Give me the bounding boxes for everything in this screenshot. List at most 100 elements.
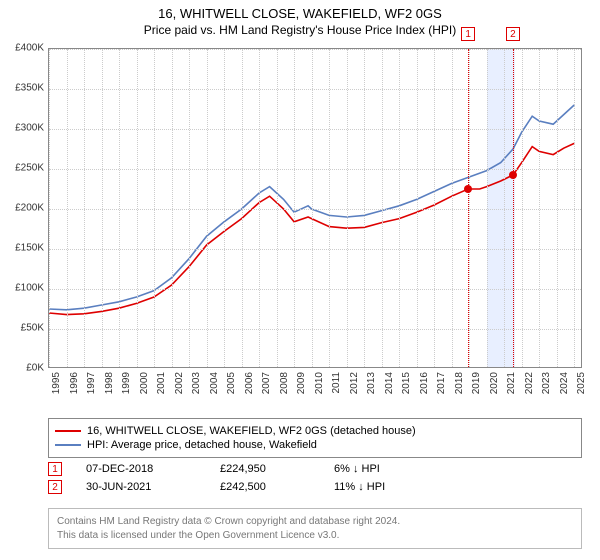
xtick-label: 1998 xyxy=(104,372,115,394)
plot-container: 12 1995199619971998199920002001200220032… xyxy=(48,48,582,368)
xtick-label: 2024 xyxy=(559,372,570,394)
gridline-v xyxy=(102,49,103,367)
gridline-h xyxy=(49,209,581,210)
xtick-label: 2021 xyxy=(506,372,517,394)
xtick-label: 2012 xyxy=(349,372,360,394)
xtick-label: 2006 xyxy=(244,372,255,394)
sale-marker-box: 1 xyxy=(48,462,62,476)
footer-attribution: Contains HM Land Registry data © Crown c… xyxy=(48,508,582,549)
xtick-label: 2020 xyxy=(489,372,500,394)
gridline-v xyxy=(259,49,260,367)
gridline-v xyxy=(84,49,85,367)
xtick-label: 2017 xyxy=(436,372,447,394)
gridline-v xyxy=(312,49,313,367)
chart-title: 16, WHITWELL CLOSE, WAKEFIELD, WF2 0GS xyxy=(0,6,600,21)
xtick-label: 2007 xyxy=(261,372,272,394)
xtick-label: 2004 xyxy=(209,372,220,394)
gridline-h xyxy=(49,329,581,330)
xtick-label: 2005 xyxy=(226,372,237,394)
gridline-v xyxy=(382,49,383,367)
gridline-v xyxy=(522,49,523,367)
gridline-v xyxy=(277,49,278,367)
sale-rows: 1 07-DEC-2018 £224,950 6% ↓ HPI 2 30-JUN… xyxy=(48,458,582,498)
xtick-label: 1997 xyxy=(86,372,97,394)
xtick-label: 2015 xyxy=(401,372,412,394)
sale-date: 30-JUN-2021 xyxy=(86,481,196,493)
gridline-v xyxy=(189,49,190,367)
gridline-v xyxy=(207,49,208,367)
gridline-v xyxy=(574,49,575,367)
ytick-label: £400K xyxy=(0,43,44,54)
xtick-label: 2011 xyxy=(331,372,342,394)
ytick-label: £100K xyxy=(0,283,44,294)
sale-marker-box: 2 xyxy=(48,480,62,494)
sale-marker-label: 2 xyxy=(506,27,520,41)
sale-dot xyxy=(509,171,517,179)
legend-label: 16, WHITWELL CLOSE, WAKEFIELD, WF2 0GS (… xyxy=(87,425,416,437)
footer-line: Contains HM Land Registry data © Crown c… xyxy=(57,515,573,529)
xtick-label: 2009 xyxy=(296,372,307,394)
sale-delta: 11% ↓ HPI xyxy=(334,481,385,493)
gridline-v xyxy=(399,49,400,367)
gridline-v xyxy=(67,49,68,367)
gridline-v xyxy=(434,49,435,367)
gridline-v xyxy=(119,49,120,367)
sale-price: £242,500 xyxy=(220,481,310,493)
xtick-label: 2003 xyxy=(191,372,202,394)
gridline-h xyxy=(49,249,581,250)
xtick-label: 2016 xyxy=(419,372,430,394)
xtick-label: 2008 xyxy=(279,372,290,394)
ytick-label: £50K xyxy=(0,323,44,334)
gridline-h xyxy=(49,289,581,290)
gridline-v xyxy=(224,49,225,367)
xtick-label: 2022 xyxy=(524,372,535,394)
sale-row: 1 07-DEC-2018 £224,950 6% ↓ HPI xyxy=(48,462,582,476)
xtick-label: 2025 xyxy=(576,372,587,394)
sale-date: 07-DEC-2018 xyxy=(86,463,196,475)
sale-vline xyxy=(468,49,469,367)
gridline-h xyxy=(49,129,581,130)
sale-dot xyxy=(464,185,472,193)
xtick-label: 1995 xyxy=(51,372,62,394)
gridline-v xyxy=(557,49,558,367)
gridline-v xyxy=(539,49,540,367)
gridline-v xyxy=(137,49,138,367)
sale-delta: 6% ↓ HPI xyxy=(334,463,380,475)
sale-price: £224,950 xyxy=(220,463,310,475)
xtick-label: 1999 xyxy=(121,372,132,394)
sale-marker-label: 1 xyxy=(461,27,475,41)
legend-swatch xyxy=(55,430,81,432)
legend-label: HPI: Average price, detached house, Wake… xyxy=(87,439,317,451)
gridline-v xyxy=(49,49,50,367)
xtick-label: 2002 xyxy=(174,372,185,394)
xtick-label: 2000 xyxy=(139,372,150,394)
xtick-label: 2018 xyxy=(454,372,465,394)
gridline-v xyxy=(347,49,348,367)
ytick-label: £250K xyxy=(0,163,44,174)
legend-row: HPI: Average price, detached house, Wake… xyxy=(55,439,575,451)
footer-line: This data is licensed under the Open Gov… xyxy=(57,529,573,543)
gridline-v xyxy=(417,49,418,367)
xtick-label: 2023 xyxy=(541,372,552,394)
gridline-v xyxy=(172,49,173,367)
xtick-label: 2010 xyxy=(314,372,325,394)
legend-swatch xyxy=(55,444,81,446)
gridline-h xyxy=(49,169,581,170)
xtick-label: 1996 xyxy=(69,372,80,394)
ytick-label: £200K xyxy=(0,203,44,214)
gridline-h xyxy=(49,89,581,90)
sale-vline xyxy=(513,49,514,367)
gridline-v xyxy=(504,49,505,367)
ytick-label: £150K xyxy=(0,243,44,254)
gridline-h xyxy=(49,49,581,50)
xtick-label: 2013 xyxy=(366,372,377,394)
ytick-label: £300K xyxy=(0,123,44,134)
ytick-label: £350K xyxy=(0,83,44,94)
xtick-label: 2014 xyxy=(384,372,395,394)
gridline-v xyxy=(487,49,488,367)
xtick-label: 2001 xyxy=(156,372,167,394)
gridline-v xyxy=(452,49,453,367)
gridline-v xyxy=(294,49,295,367)
gridline-v xyxy=(329,49,330,367)
gridline-v xyxy=(154,49,155,367)
